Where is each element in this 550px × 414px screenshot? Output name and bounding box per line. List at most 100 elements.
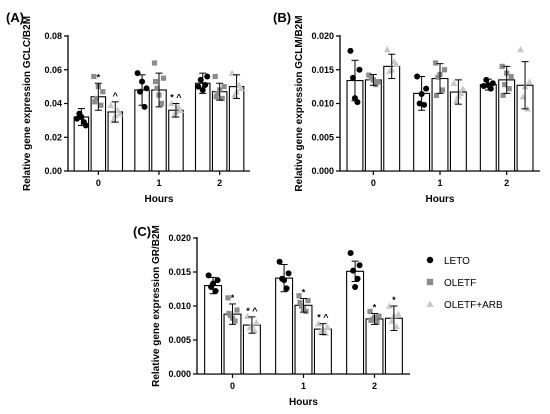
legend: LETO OLETF OLETF+ARB (426, 256, 503, 311)
point-leto (283, 285, 290, 292)
point-oletf (92, 99, 98, 105)
point-oletf (98, 102, 104, 108)
point-leto (80, 119, 87, 126)
point-oletf-arb (250, 327, 258, 334)
point-oletf (160, 75, 167, 81)
point-oletf (151, 60, 158, 66)
y-tick-label: 0.020 (168, 233, 191, 243)
significance-mark: ^ (113, 91, 119, 101)
x-tick-label: 2 (217, 178, 222, 188)
point-oletf-arb (450, 79, 458, 87)
point-oletf (215, 90, 221, 96)
point-oletf (234, 307, 240, 313)
significance-mark: * ^ (317, 313, 329, 323)
point-leto (205, 272, 212, 279)
point-leto (195, 83, 202, 90)
point-oletf (432, 60, 439, 66)
point-leto (354, 275, 361, 282)
point-oletf (303, 308, 309, 315)
point-leto (347, 249, 354, 256)
legend-label-oletf: OLETF (444, 278, 476, 289)
point-oletf-arb (176, 106, 184, 114)
point-oletf-arb (526, 78, 533, 85)
point-oletf (366, 72, 372, 78)
x-axis-title: Hours (145, 194, 174, 205)
point-leto (276, 258, 283, 265)
y-tick-label: 0.005 (311, 132, 334, 142)
point-leto (214, 277, 221, 284)
bar-oletf (365, 318, 384, 375)
point-oletf (500, 92, 506, 98)
x-tick-label: 0 (230, 381, 235, 391)
y-axis-title: Relative gene expression GCLC/B2M (22, 16, 33, 191)
bar-oletf (364, 79, 382, 172)
legend-label-leto: LETO (444, 256, 470, 267)
point-oletf (152, 78, 159, 85)
point-oletf (158, 100, 165, 107)
point-oletf (298, 303, 305, 309)
point-oletf (296, 293, 302, 299)
point-oletf (305, 297, 311, 304)
point-leto (212, 288, 219, 295)
point-oletf-arb (383, 46, 391, 53)
point-oletf (212, 73, 218, 80)
point-oletf-arb (116, 110, 124, 117)
point-oletf (93, 95, 99, 102)
y-tick-label: 0.000 (168, 369, 191, 379)
significance-mark: * ^ (246, 306, 258, 316)
y-tick-label: 0.00 (44, 166, 62, 176)
point-oletf-arb (235, 81, 243, 88)
point-oletf (225, 295, 231, 301)
bar-oletf-arb (383, 65, 401, 172)
point-oletf-arb (323, 323, 331, 330)
point-oletf (375, 79, 381, 85)
x-tick-label: 0 (371, 178, 376, 188)
y-tick-label: 0.010 (168, 301, 191, 311)
point-oletf-arb (394, 310, 402, 317)
point-oletf (367, 308, 373, 315)
panel-b-chart: (B) 0.000 0.005 0.010 0.015 0.020 Relative gen… (273, 10, 540, 205)
point-oletf (368, 317, 374, 323)
point-oletf-arb (107, 101, 115, 108)
point-oletf (502, 82, 508, 88)
point-leto (285, 270, 292, 277)
point-leto (421, 101, 428, 108)
legend-label-oletf-arb: OLETF+ARB (444, 300, 503, 311)
y-tick-label: 0.000 (311, 166, 334, 176)
point-oletf-arb (392, 322, 400, 330)
x-tick-label: 2 (504, 178, 509, 188)
bar-oletf (294, 304, 313, 375)
x-tick-label: 1 (301, 381, 306, 391)
point-oletf (441, 67, 448, 73)
point-leto (347, 47, 354, 54)
point-leto (204, 73, 211, 80)
point-oletf (508, 73, 514, 80)
point-oletf (506, 86, 512, 92)
point-oletf-arb (114, 106, 122, 114)
x-axis-title: Hours (289, 397, 318, 408)
legend-marker-oletf (426, 278, 434, 286)
point-oletf (232, 318, 238, 324)
bar-oletf-arb (168, 109, 184, 172)
panel-a-chart: (A) 0.00 0.02 0.04 0.06 0.08 Relative gene exp… (6, 10, 250, 205)
point-oletf (221, 84, 227, 90)
y-tick-label: 0.04 (44, 99, 62, 109)
y-tick-label: 0.015 (311, 65, 334, 75)
point-oletf (226, 310, 232, 317)
bar-oletf (211, 91, 228, 172)
x-tick-label: 0 (96, 178, 101, 188)
point-oletf (213, 94, 219, 100)
bar-oletf-arb (228, 86, 245, 172)
significance-mark: * ^ (170, 93, 182, 103)
panel-label: (B) (273, 10, 291, 25)
bar-leto (204, 285, 223, 375)
panel-c-chart: (C) 0.000 0.005 0.010 0.015 0.020 Relative gen… (133, 224, 410, 408)
point-oletf-arb (167, 100, 175, 107)
x-tick-label: 1 (437, 178, 442, 188)
point-leto (352, 283, 359, 290)
point-leto (202, 81, 209, 88)
point-leto (73, 115, 80, 122)
panel-label: (C) (133, 224, 151, 239)
significance-mark: * (373, 302, 377, 312)
